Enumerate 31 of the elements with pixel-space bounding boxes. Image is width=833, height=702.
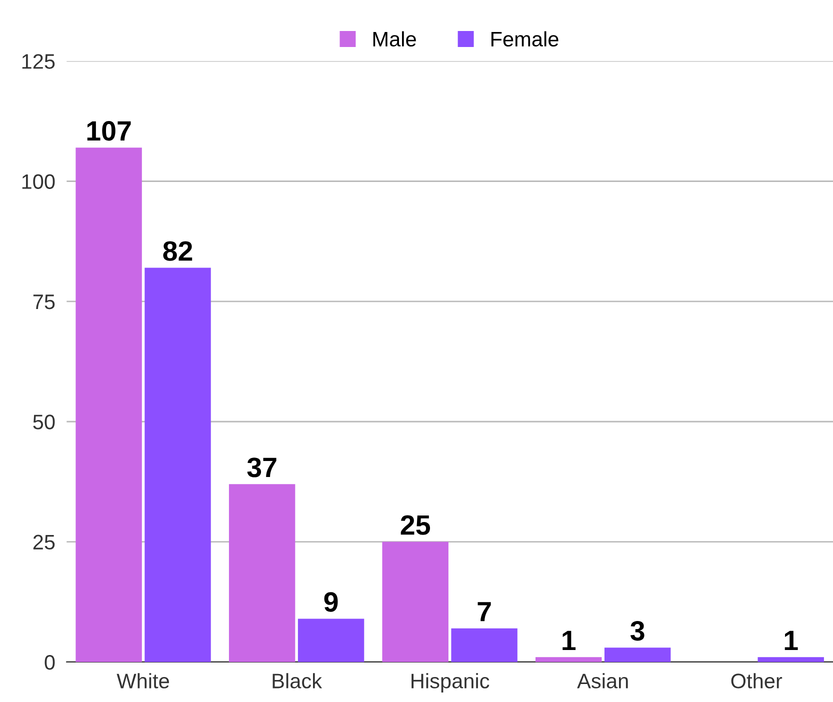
- legend-label: Male: [373, 31, 416, 47]
- y-tick-label: 75: [33, 294, 55, 310]
- data-label: 1: [562, 630, 576, 650]
- data-label: 7: [478, 602, 491, 622]
- bar: [758, 657, 824, 662]
- x-tick-label: Hispanic: [412, 673, 490, 693]
- bar: [536, 657, 602, 662]
- bar: [451, 628, 518, 662]
- x-tick-label: Black: [272, 673, 322, 688]
- y-tick-label: 100: [22, 174, 55, 190]
- data-label: 25: [400, 515, 430, 535]
- x-tick-label: Asian: [577, 673, 628, 688]
- data-label: 107: [87, 121, 131, 141]
- x-tick-label: White: [116, 673, 169, 688]
- bar: [298, 618, 364, 662]
- bar: [604, 648, 671, 662]
- y-tick-label: 25: [33, 534, 55, 550]
- legend-label: Female: [491, 31, 558, 47]
- data-label: 1: [784, 630, 798, 650]
- data-label: 82: [163, 241, 192, 261]
- y-tick-label: 0: [44, 654, 55, 670]
- data-label: 9: [324, 592, 338, 612]
- data-label: 3: [630, 621, 644, 641]
- bar: [76, 148, 142, 662]
- data-label: 37: [247, 458, 276, 478]
- x-tick-label: Other: [731, 673, 782, 688]
- bar: [144, 268, 211, 662]
- y-tick-label: 125: [22, 54, 55, 69]
- bar: [228, 484, 296, 662]
- y-tick-label: 50: [33, 414, 55, 430]
- bar: [382, 542, 448, 662]
